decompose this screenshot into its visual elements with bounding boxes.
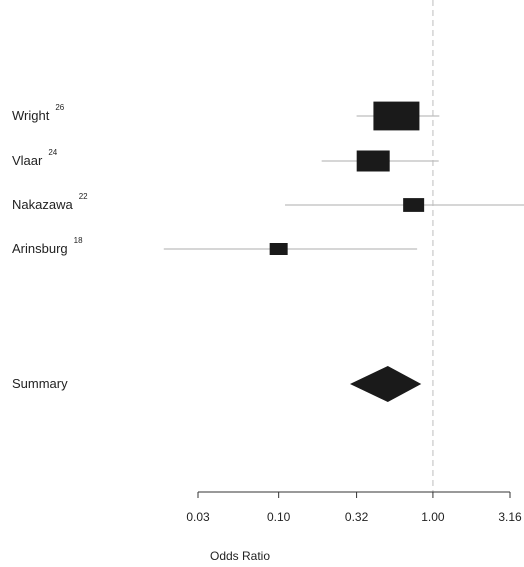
- effect-box: [269, 243, 288, 255]
- x-tick-label: 0.10: [267, 510, 291, 524]
- study-label: Wright: [12, 108, 50, 123]
- plot-area: 0.03 0.10 0.32 1.00 3.16 Wright 26 Vlaar 24 Nakaz…: [12, 0, 524, 524]
- study-label: Vlaar: [12, 153, 43, 168]
- study-ref: 22: [79, 192, 88, 201]
- study-ref: 24: [48, 148, 57, 157]
- x-tick-label: 3.16: [498, 510, 522, 524]
- effect-box: [356, 150, 390, 172]
- effect-box: [403, 198, 425, 212]
- summary-diamond: [349, 366, 422, 402]
- study-label: Arinsburg: [12, 241, 68, 256]
- x-tick-label: 1.00: [421, 510, 445, 524]
- study-label: Nakazawa: [12, 197, 73, 212]
- x-tick-label: 0.03: [186, 510, 210, 524]
- x-axis-label: Odds Ratio: [210, 549, 270, 563]
- effect-box: [373, 101, 420, 131]
- study-ref: 26: [55, 103, 64, 112]
- summary-label: Summary: [12, 376, 68, 391]
- study-ref: 18: [74, 236, 83, 245]
- x-tick-label: 0.32: [345, 510, 369, 524]
